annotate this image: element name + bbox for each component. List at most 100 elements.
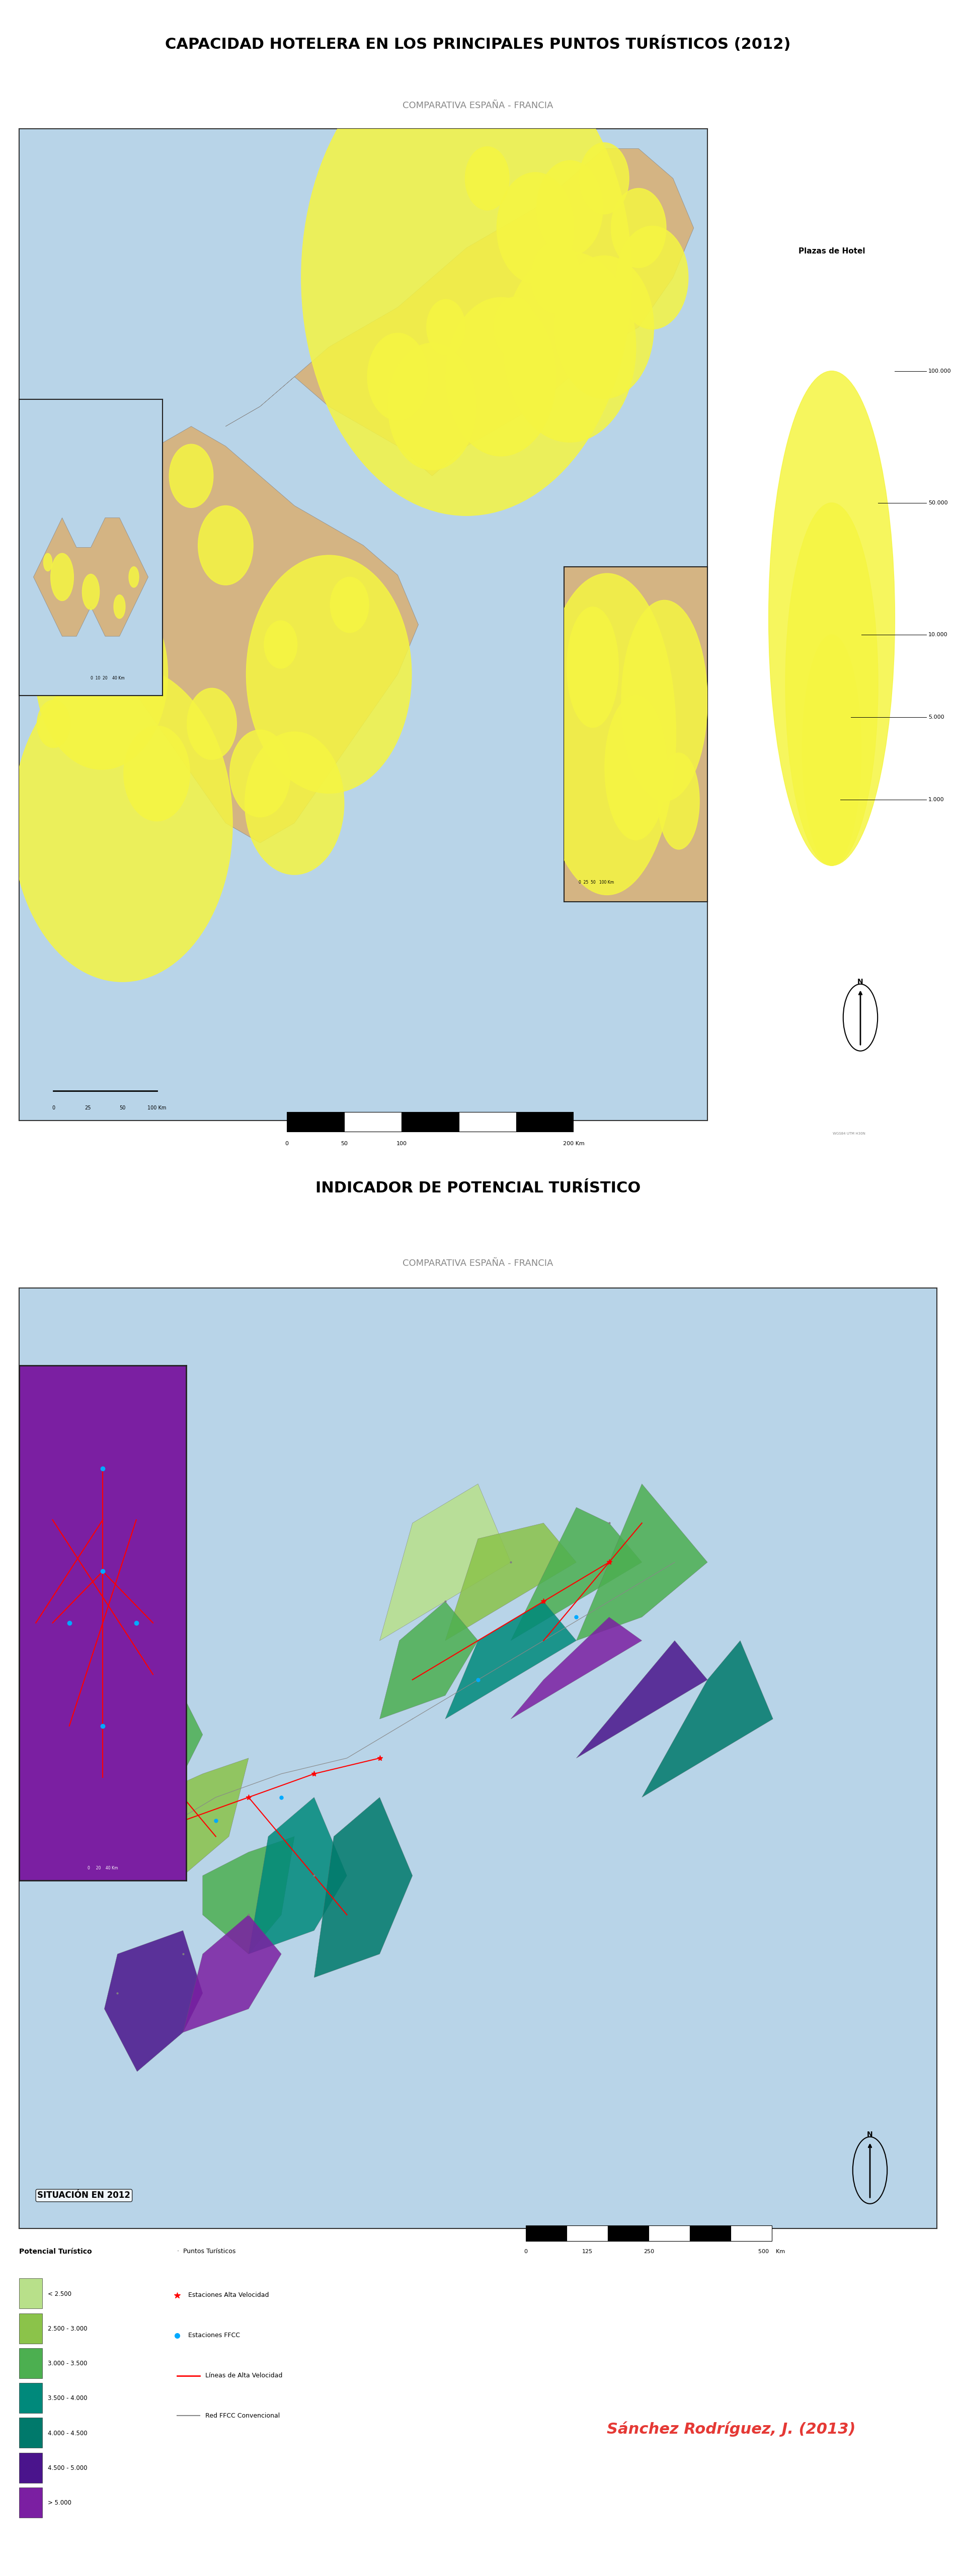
Bar xyxy=(19,2419,42,2447)
Bar xyxy=(287,1113,344,1131)
Text: 0     20    40 Km: 0 20 40 Km xyxy=(88,1865,118,1870)
Text: 50: 50 xyxy=(120,1105,125,1110)
Bar xyxy=(344,1113,402,1131)
Circle shape xyxy=(123,726,190,822)
Polygon shape xyxy=(150,1757,249,1875)
Polygon shape xyxy=(203,1837,294,1955)
Text: > 5.000: > 5.000 xyxy=(48,2499,72,2506)
Polygon shape xyxy=(183,1914,281,2032)
Polygon shape xyxy=(380,1484,511,1641)
Bar xyxy=(526,2226,567,2241)
Text: 5.000: 5.000 xyxy=(928,714,945,719)
Text: CAPACIDAD HOTELERA EN LOS PRINCIPALES PUNTOS TURÍSTICOS (2012): CAPACIDAD HOTELERA EN LOS PRINCIPALES PU… xyxy=(165,36,791,52)
Text: N: N xyxy=(867,2130,873,2138)
Circle shape xyxy=(536,160,603,255)
Polygon shape xyxy=(54,428,419,842)
Circle shape xyxy=(51,554,74,600)
Circle shape xyxy=(247,556,411,793)
Circle shape xyxy=(605,696,666,840)
Polygon shape xyxy=(576,1484,707,1641)
Text: Estaciones FFCC: Estaciones FFCC xyxy=(188,2331,240,2339)
Circle shape xyxy=(621,600,707,801)
Circle shape xyxy=(229,729,291,817)
Circle shape xyxy=(129,567,139,587)
Circle shape xyxy=(494,296,535,358)
Circle shape xyxy=(301,39,632,515)
Circle shape xyxy=(264,621,297,667)
Text: 2.500 - 3.000: 2.500 - 3.000 xyxy=(48,2326,87,2331)
Text: 0  10  20    40 Km: 0 10 20 40 Km xyxy=(91,675,125,680)
Circle shape xyxy=(554,255,654,399)
Text: 500    Km: 500 Km xyxy=(758,2249,785,2254)
Text: Plazas de Hotel: Plazas de Hotel xyxy=(798,247,865,255)
Text: SITUACIÓN EN 2012: SITUACIÓN EN 2012 xyxy=(37,2192,131,2200)
Text: N: N xyxy=(858,979,863,984)
Text: 1.000: 1.000 xyxy=(928,796,945,801)
Text: < 2.500: < 2.500 xyxy=(48,2290,72,2298)
Polygon shape xyxy=(641,1641,773,1798)
Bar xyxy=(730,2226,771,2241)
Circle shape xyxy=(813,716,851,866)
Circle shape xyxy=(123,577,163,634)
Circle shape xyxy=(786,502,878,866)
Circle shape xyxy=(37,701,70,747)
Circle shape xyxy=(611,188,666,268)
Polygon shape xyxy=(98,1695,203,1798)
Circle shape xyxy=(31,443,119,569)
Bar xyxy=(608,2226,649,2241)
Circle shape xyxy=(504,252,636,443)
Polygon shape xyxy=(445,1522,576,1641)
Polygon shape xyxy=(576,1641,707,1757)
Text: Red FFCC Convencional: Red FFCC Convencional xyxy=(206,2414,280,2419)
Polygon shape xyxy=(226,149,694,477)
Circle shape xyxy=(12,665,232,981)
Text: 50.000: 50.000 xyxy=(928,500,948,505)
Text: 0: 0 xyxy=(52,1105,55,1110)
Text: 4.500 - 5.000: 4.500 - 5.000 xyxy=(48,2465,87,2470)
Circle shape xyxy=(567,608,619,726)
Circle shape xyxy=(532,242,581,314)
Circle shape xyxy=(187,688,237,760)
Text: 3.000 - 3.500: 3.000 - 3.500 xyxy=(48,2360,87,2367)
Text: Potencial Turístico: Potencial Turístico xyxy=(19,2249,92,2257)
Text: 100.000: 100.000 xyxy=(928,368,951,374)
Circle shape xyxy=(445,296,556,456)
Circle shape xyxy=(82,574,99,611)
Circle shape xyxy=(658,752,700,850)
Text: Estaciones Alta Velocidad: Estaciones Alta Velocidad xyxy=(188,2293,269,2298)
Circle shape xyxy=(198,505,253,585)
Text: 25: 25 xyxy=(85,1105,91,1110)
Bar xyxy=(19,2277,42,2308)
Polygon shape xyxy=(104,1929,203,2071)
Circle shape xyxy=(43,554,52,572)
Bar xyxy=(689,2226,730,2241)
Bar xyxy=(567,2226,608,2241)
Polygon shape xyxy=(380,1602,478,1718)
Circle shape xyxy=(245,732,344,876)
Text: INDICADOR DE POTENCIAL TURÍSTICO: INDICADOR DE POTENCIAL TURÍSTICO xyxy=(315,1180,641,1195)
Circle shape xyxy=(497,173,574,283)
Text: WGS84 UTM H30N: WGS84 UTM H30N xyxy=(833,1133,865,1136)
Circle shape xyxy=(466,147,510,211)
Text: Líneas de Alta Velocidad: Líneas de Alta Velocidad xyxy=(206,2372,283,2378)
Text: 125: 125 xyxy=(582,2249,593,2254)
Circle shape xyxy=(169,443,213,507)
Circle shape xyxy=(367,332,428,420)
Text: ·  Puntos Turísticos: · Puntos Turísticos xyxy=(177,2249,235,2254)
Polygon shape xyxy=(33,518,148,636)
Polygon shape xyxy=(445,1602,576,1718)
Text: 50: 50 xyxy=(340,1141,348,1146)
Text: 0  25  50   100 Km: 0 25 50 100 Km xyxy=(578,881,614,884)
Circle shape xyxy=(538,574,676,894)
Polygon shape xyxy=(315,1798,412,1978)
Circle shape xyxy=(114,595,125,618)
Text: Sánchez Rodríguez, J. (2013): Sánchez Rodríguez, J. (2013) xyxy=(607,2421,856,2437)
Polygon shape xyxy=(249,1798,347,1955)
Text: 10.000: 10.000 xyxy=(928,631,948,636)
Text: 250: 250 xyxy=(643,2249,654,2254)
Bar xyxy=(649,2226,689,2241)
Bar xyxy=(516,1113,574,1131)
Text: 4.000 - 4.500: 4.000 - 4.500 xyxy=(48,2429,87,2437)
Bar xyxy=(19,2313,42,2344)
Polygon shape xyxy=(511,1618,641,1718)
